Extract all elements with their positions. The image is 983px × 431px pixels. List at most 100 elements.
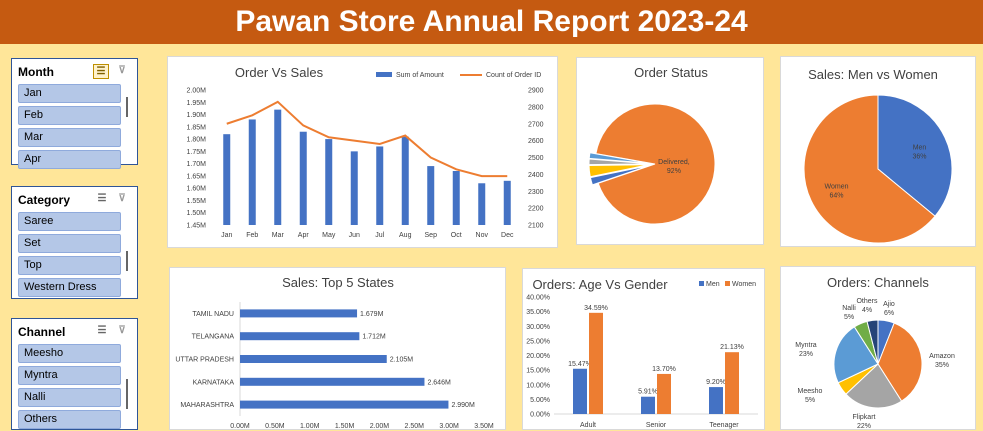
chart-title: Orders: Channels — [827, 275, 929, 290]
y-right-tick-label: 2100 — [528, 223, 544, 230]
category-slicer[interactable]: Category ☰ ⊽ Saree Set Top Western Dress — [11, 186, 138, 299]
channel-slicer-header: Channel ☰ ⊽ — [18, 323, 131, 341]
multi-select-icon[interactable]: ☰ — [97, 193, 107, 204]
sales-bar — [478, 183, 486, 225]
bar-value-label: 15.47% — [568, 361, 592, 368]
pie-slice-other — [589, 165, 650, 186]
age-gender-bar — [573, 368, 587, 414]
x-tick-label: 0.00M — [230, 423, 250, 430]
x-tick-label: Adult — [580, 422, 596, 429]
slicer-item-jan[interactable]: Jan — [18, 84, 121, 103]
y-tick-label: 15.00% — [526, 368, 550, 375]
x-tick-label: Jan — [221, 232, 232, 239]
clear-filter-icon[interactable]: ⊽ — [118, 193, 126, 204]
age-gender-bar — [709, 387, 723, 414]
order-status-chart[interactable]: Order Status Delivered, 92% — [576, 57, 764, 245]
age-gender-bar — [657, 373, 671, 414]
slicer-item-western-dress[interactable]: Western Dress — [18, 278, 121, 297]
y-tick-label: 0.00% — [530, 412, 550, 419]
x-tick-label: 2.00M — [370, 423, 390, 430]
sales-bar — [299, 131, 307, 225]
slicer-item-meesho[interactable]: Meesho — [18, 344, 121, 363]
y-left-tick-label: 1.70M — [187, 161, 207, 168]
multi-select-icon[interactable]: ☰ — [97, 325, 107, 336]
x-tick-label: Aug — [399, 232, 412, 239]
pie-slice-other — [588, 158, 650, 166]
y-tick-label: 25.00% — [526, 338, 550, 345]
slicer-scrollbar[interactable] — [126, 379, 128, 409]
bar-value-label: 1.712M — [362, 334, 386, 341]
sales-bar — [427, 166, 435, 225]
state-bar — [240, 377, 425, 386]
month-slicer-header: Month ☰ ⊽ — [18, 63, 131, 81]
legend-label-orders: Count of Order ID — [486, 72, 541, 79]
slicer-item-myntra[interactable]: Myntra — [18, 366, 121, 385]
y-left-tick-label: 1.65M — [187, 173, 207, 180]
order-status-svg: Order Status Delivered, 92% — [588, 65, 716, 225]
orders-channels-chart[interactable]: Orders: Channels Ajio 6% Amazon 35% Flipkart 2… — [780, 266, 976, 430]
y-left-tick-label: 1.45M — [187, 223, 207, 230]
state-label: TAMIL NADU — [192, 311, 234, 318]
y-left-tick-label: 1.85M — [187, 124, 207, 131]
slicer-item-mar[interactable]: Mar — [18, 128, 121, 147]
x-tick-label: Sep — [425, 232, 438, 239]
bar-value-label: 9.20% — [706, 379, 726, 386]
multi-select-icon[interactable]: ☰ — [93, 64, 109, 79]
sales-bar — [376, 146, 384, 225]
y-right-tick-label: 2200 — [528, 206, 544, 213]
state-bar — [240, 332, 360, 341]
clear-filter-icon[interactable]: ⊽ — [118, 325, 126, 336]
chart-title: Sales: Top 5 States — [282, 275, 394, 290]
bar-value-label: 13.70% — [652, 366, 676, 373]
x-tick-label: Feb — [246, 232, 258, 239]
y-right-tick-label: 2800 — [528, 104, 544, 111]
sales-men-vs-women-chart[interactable]: Sales: Men vs Women Men 36% Women 64% — [780, 56, 976, 247]
sales-bar — [248, 119, 256, 225]
y-left-tick-label: 1.60M — [187, 186, 207, 193]
pie-slice-delivered — [595, 103, 716, 225]
month-slicer[interactable]: Month ☰ ⊽ Jan Feb Mar Apr — [11, 58, 138, 169]
slicer-item-top[interactable]: Top — [18, 256, 121, 275]
pie-data-label: Myntra 23% — [795, 342, 817, 358]
x-tick-label: Jul — [375, 232, 384, 239]
pie-data-label: Women 64% — [824, 184, 848, 200]
y-right-tick-label: 2300 — [528, 189, 544, 196]
order-vs-sales-chart[interactable]: Order Vs Sales Sum of Amount Count of Orde… — [167, 56, 558, 248]
slicer-item-feb[interactable]: Feb — [18, 106, 121, 125]
bar-value-label: 21.13% — [720, 344, 744, 351]
age-gender-bar — [725, 352, 739, 414]
x-tick-label: Jun — [349, 232, 360, 239]
clear-filter-icon[interactable]: ⊽ — [118, 65, 126, 76]
pie-slice-amazon — [877, 322, 923, 402]
slicer-item-nalli[interactable]: Nalli — [18, 388, 121, 407]
y-right-tick-label: 2700 — [528, 121, 544, 128]
x-tick-label: Dec — [501, 232, 514, 239]
chart-title: Order Vs Sales — [235, 65, 324, 80]
age-vs-gender-chart[interactable]: Orders: Age Vs Gender Men Women 0.00% 5.00% 1… — [522, 268, 765, 430]
pie-slice-other — [588, 164, 650, 178]
legend-swatch-amount — [376, 72, 392, 77]
pie-data-label: Flipkart 22% — [853, 414, 876, 430]
x-tick-label: Senior — [646, 422, 667, 429]
chart-title: Order Status — [634, 65, 708, 80]
pie-data-label: Amazon 35% — [929, 353, 955, 369]
x-tick-label: May — [322, 232, 336, 239]
slicer-item-others[interactable]: Others — [18, 410, 121, 429]
slicer-item-saree[interactable]: Saree — [18, 212, 121, 231]
x-tick-label: 1.00M — [300, 423, 320, 430]
slicer-scrollbar[interactable] — [126, 97, 128, 117]
slicer-item-set[interactable]: Set — [18, 234, 121, 253]
slicer-scrollbar[interactable] — [126, 251, 128, 271]
top-5-states-chart[interactable]: Sales: Top 5 States 0.00M 0.50M 1.00M 1.50M 2… — [169, 267, 506, 430]
pie-data-label: Men 36% — [913, 144, 927, 160]
slicer-item-apr[interactable]: Apr — [18, 150, 121, 169]
y-left-tick-label: 1.80M — [187, 137, 207, 144]
sales-bar — [350, 151, 358, 225]
category-slicer-header: Category ☰ ⊽ — [18, 191, 131, 209]
bar-value-label: 2.105M — [390, 357, 414, 364]
x-tick-label: Apr — [298, 232, 310, 239]
bar-value-label: 2.990M — [451, 402, 475, 409]
channel-slicer[interactable]: Channel ☰ ⊽ Meesho Myntra Nalli Others — [11, 318, 138, 430]
y-tick-label: 40.00% — [526, 295, 550, 302]
x-tick-label: Mar — [272, 232, 285, 239]
